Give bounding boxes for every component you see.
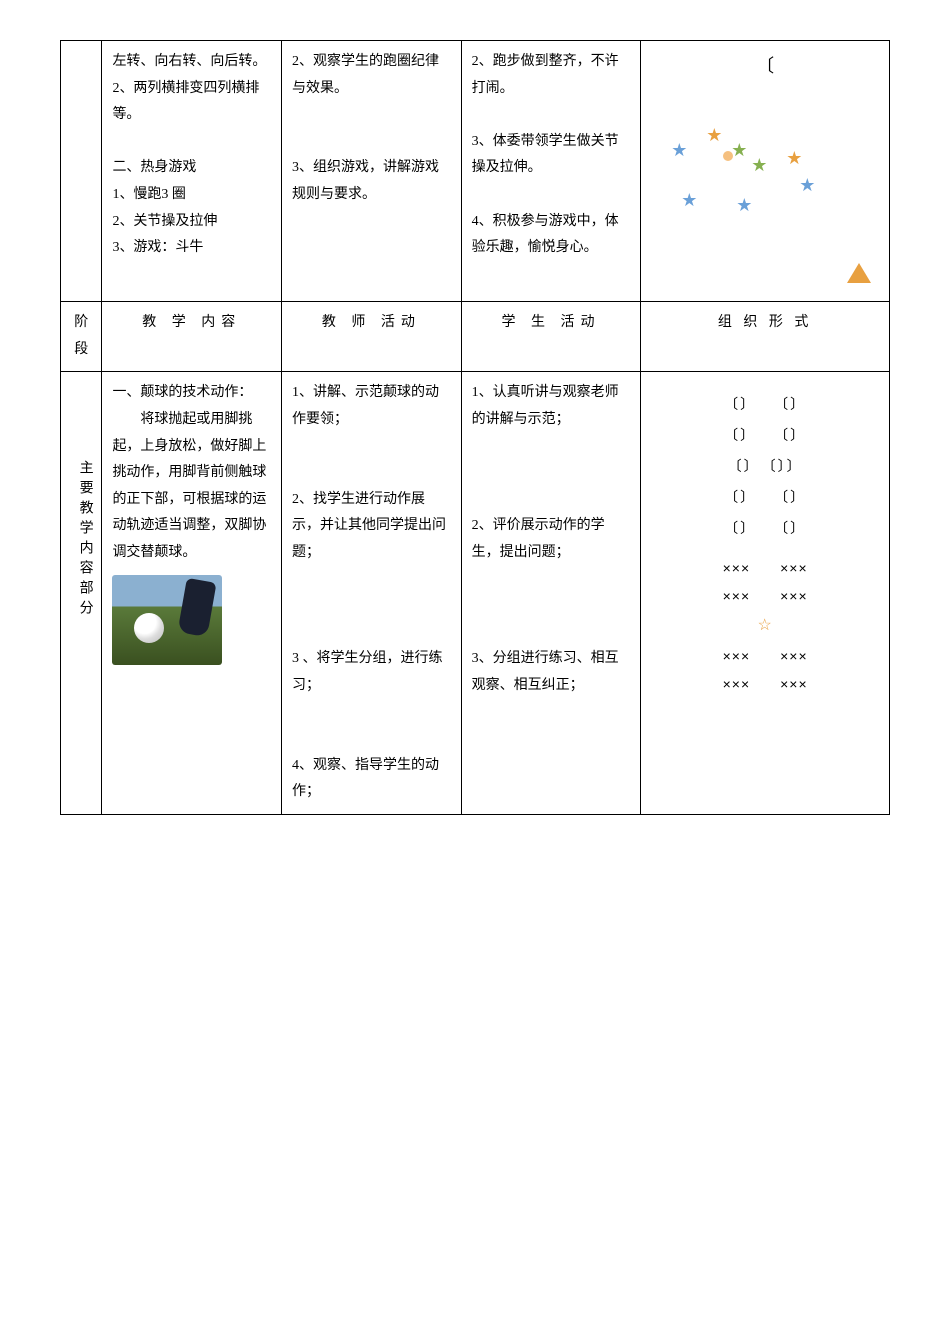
content-cell: 一、颠球的技术动作： 将球抛起或用脚挑起，上身放松，做好脚上挑动作，用脚背前侧触… xyxy=(102,372,282,815)
star-icon: ★ xyxy=(799,168,815,202)
star-icon: ★ xyxy=(736,188,752,222)
xxx-row: ××× ××× xyxy=(651,670,879,698)
student-cell: 2、跑步做到整齐，不许打闹。 3、体委带领学生做关节操及拉伸。 4、积极参与游戏… xyxy=(461,41,641,302)
phase-cell: 主要教学内容部分 xyxy=(61,372,102,815)
stars-diagram: ★ ★ ★ ★ ★ ★ ★ ★ xyxy=(651,113,879,293)
pair-row: 〔〕 〔〕 xyxy=(651,421,879,452)
xxx-row: ××× ××× xyxy=(651,642,879,670)
xxx-star-row: ☆ xyxy=(651,610,879,642)
xxx-diagram: ××× ××× ××× ××× ☆ ××× ××× ××× ××× xyxy=(651,554,879,698)
header-row: 阶段 教 学 内容 教 师 活动 学 生 活动 组 织 形 式 xyxy=(61,302,890,372)
soccer-image xyxy=(112,575,222,665)
table-row: 左转、向右转、向后转。 2、两列横排变四列横排等。 二、热身游戏 1、慢跑3 圈… xyxy=(61,41,890,302)
star-icon: ★ xyxy=(681,183,697,217)
teacher-cell: 2、观察学生的跑圈纪律与效果。 3、组织游戏，讲解游戏规则与要求。 xyxy=(282,41,462,302)
content-cell: 左转、向右转、向后转。 2、两列横排变四列横排等。 二、热身游戏 1、慢跑3 圈… xyxy=(102,41,282,302)
table-row: 主要教学内容部分 一、颠球的技术动作： 将球抛起或用脚挑起，上身放松，做好脚上挑… xyxy=(61,372,890,815)
header-teacher: 教 师 活动 xyxy=(282,302,462,372)
form-cell: 〔 ★ ★ ★ ★ ★ ★ ★ ★ xyxy=(641,41,890,302)
pair-row: 〔〕 〔〕 xyxy=(651,390,879,421)
pairs-diagram: 〔〕 〔〕 〔〕 〔〕 〔〕 〔〕〕 〔〕 〔〕 〔〕 〔〕 xyxy=(651,390,879,544)
triangle-icon xyxy=(847,263,871,283)
star-icon: ★ xyxy=(671,133,687,167)
header-form: 组 织 形 式 xyxy=(641,302,890,372)
header-content: 教 学 内容 xyxy=(102,302,282,372)
pair-row: 〔〕 〔〕〕 xyxy=(651,452,879,483)
xxx-row: ××× ××× xyxy=(651,554,879,582)
star-icon: ★ xyxy=(731,133,747,167)
form-cell: 〔〕 〔〕 〔〕 〔〕 〔〕 〔〕〕 〔〕 〔〕 〔〕 〔〕 ××× ××× ×… xyxy=(641,372,890,815)
content-text: 一、颠球的技术动作： 将球抛起或用脚挑起，上身放松，做好脚上挑动作，用脚背前侧触… xyxy=(112,380,271,566)
teacher-cell: 1、讲解、示范颠球的动作要领； 2、找学生进行动作展示，并让其他同学提出问题； … xyxy=(282,372,462,815)
lesson-plan-table: 左转、向右转、向后转。 2、两列横排变四列横排等。 二、热身游戏 1、慢跑3 圈… xyxy=(60,40,890,815)
pair-row: 〔〕 〔〕 xyxy=(651,483,879,514)
star-icon: ★ xyxy=(751,148,767,182)
header-student: 学 生 活动 xyxy=(461,302,641,372)
header-phase: 阶段 xyxy=(61,302,102,372)
student-cell: 1、认真听讲与观察老师的讲解与示范； 2、评价展示动作的学生，提出问题； 3、分… xyxy=(461,372,641,815)
xxx-row: ××× ××× xyxy=(651,582,879,610)
form-glyph: 〔 xyxy=(651,49,879,83)
phase-cell-empty xyxy=(61,41,102,302)
pair-row: 〔〕 〔〕 xyxy=(651,514,879,545)
phase-label: 主要教学内容部分 xyxy=(71,460,98,620)
star-icon: ★ xyxy=(706,118,722,152)
